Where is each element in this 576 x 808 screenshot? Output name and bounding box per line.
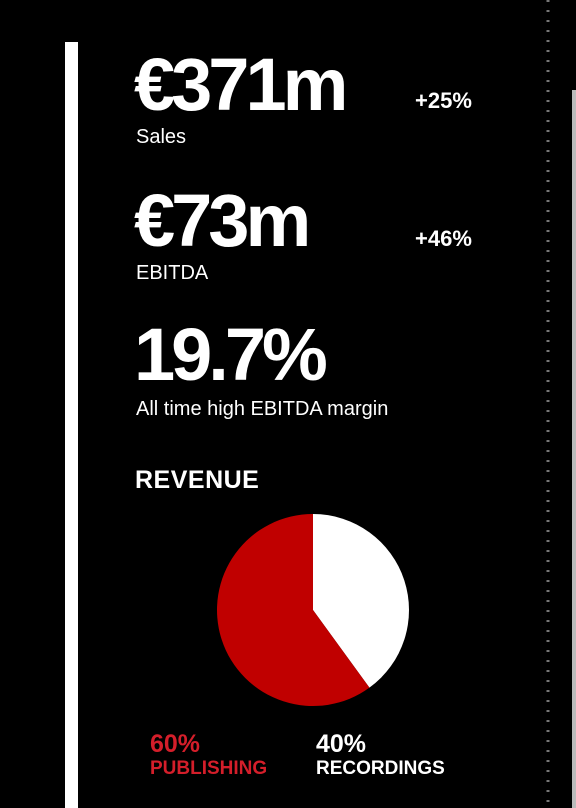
pie-slice xyxy=(217,514,370,706)
stat-label: All time high EBITDA margin xyxy=(136,398,388,420)
stat-value: 19.7% xyxy=(134,313,326,396)
stat-change: +25% xyxy=(415,88,472,113)
accent-bar xyxy=(65,42,78,808)
legend-value: 60% xyxy=(150,730,200,758)
stat-value: €73m xyxy=(134,179,307,262)
legend-label: RECORDINGS xyxy=(316,758,445,779)
stat-change: +46% xyxy=(415,226,472,251)
chart-title: REVENUE xyxy=(135,466,259,494)
edge-strip xyxy=(572,90,576,808)
stat-label: EBITDA xyxy=(136,262,209,284)
stat-value: €371m xyxy=(134,43,345,126)
legend-label: PUBLISHING xyxy=(150,758,267,779)
pie-slice xyxy=(313,514,410,688)
stat-label: Sales xyxy=(136,126,186,148)
legend-value: 40% xyxy=(316,730,366,758)
